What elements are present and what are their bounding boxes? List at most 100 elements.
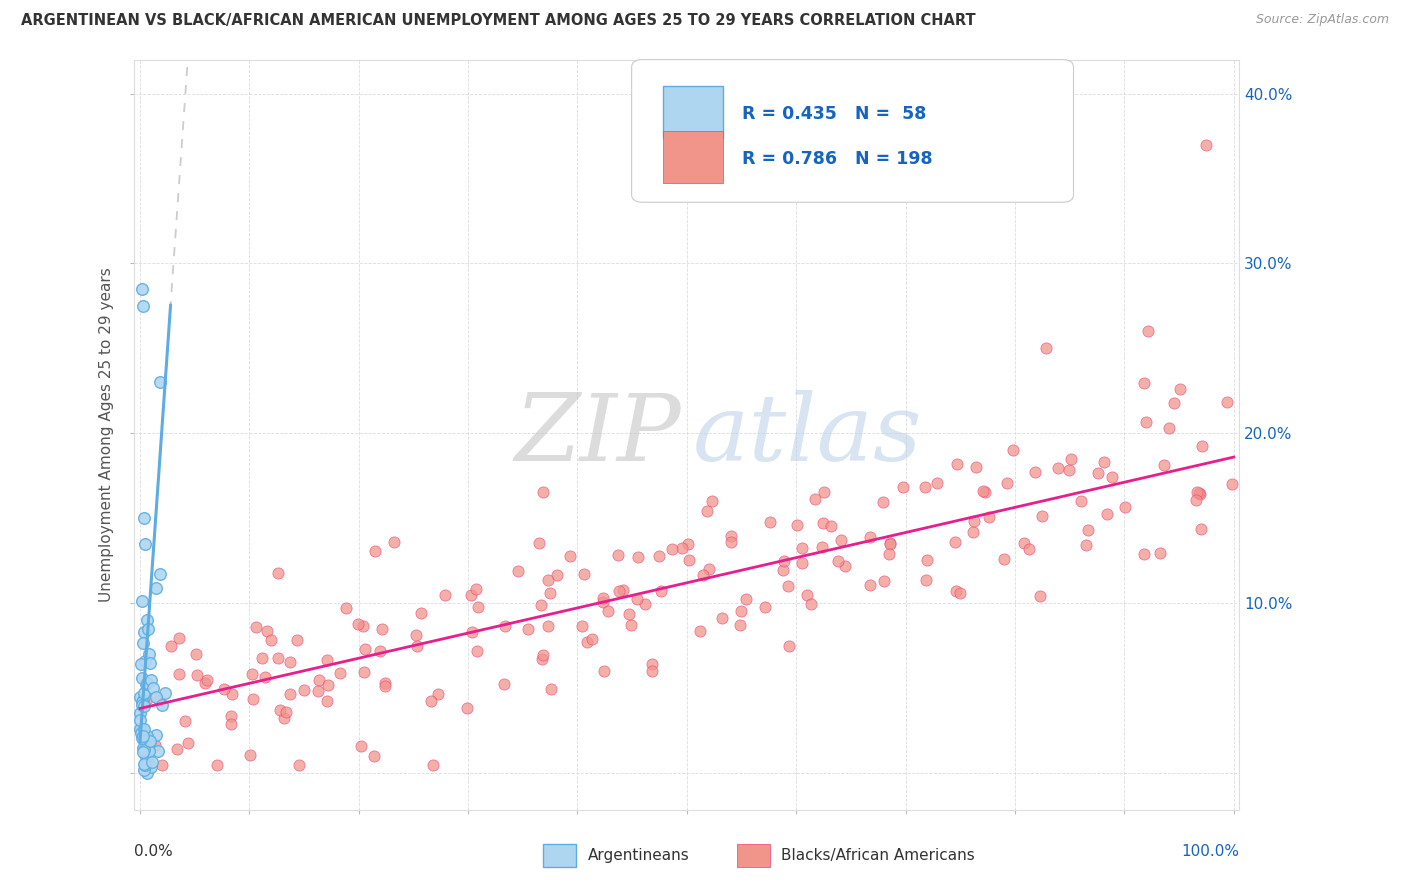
Point xyxy=(406,639,429,653)
Point xyxy=(1029,589,1052,603)
Point xyxy=(1185,493,1208,508)
Point xyxy=(574,567,596,582)
Point xyxy=(353,641,375,656)
Point xyxy=(813,516,835,531)
Point xyxy=(1133,547,1156,561)
Point xyxy=(160,639,183,653)
Point xyxy=(136,729,159,743)
Point xyxy=(813,484,835,499)
Point xyxy=(132,745,155,759)
Bar xyxy=(662,131,723,184)
Point xyxy=(1195,137,1218,152)
Point xyxy=(374,676,396,690)
Point xyxy=(620,618,643,632)
Point xyxy=(145,581,167,595)
Point xyxy=(456,701,478,715)
Point xyxy=(134,537,156,551)
Point xyxy=(136,622,159,636)
Point xyxy=(353,665,375,680)
Point xyxy=(139,760,162,774)
Point xyxy=(132,625,155,640)
Point xyxy=(422,757,444,772)
Point xyxy=(786,517,808,532)
Point xyxy=(700,493,723,508)
Point xyxy=(363,749,385,764)
Point xyxy=(945,457,967,471)
Point xyxy=(1220,476,1243,491)
Point xyxy=(1095,507,1118,521)
Point xyxy=(132,729,155,743)
Point xyxy=(508,564,530,578)
Point xyxy=(316,678,339,692)
Point xyxy=(285,632,308,647)
Point xyxy=(145,728,167,742)
Point xyxy=(1159,421,1181,435)
Point xyxy=(617,607,640,621)
Point xyxy=(891,479,914,493)
Point xyxy=(1101,469,1123,483)
Point xyxy=(827,554,849,568)
Point xyxy=(571,619,593,633)
Point xyxy=(494,677,516,691)
Point xyxy=(221,688,243,702)
Point xyxy=(963,514,986,528)
Point xyxy=(136,676,159,690)
Point xyxy=(278,687,301,701)
Point xyxy=(873,574,896,589)
Point xyxy=(136,766,159,780)
Point xyxy=(153,686,176,700)
Point xyxy=(242,692,264,706)
Point xyxy=(1059,451,1081,466)
Point xyxy=(661,542,683,557)
Point xyxy=(186,647,208,661)
Point xyxy=(711,611,734,625)
Point xyxy=(131,695,153,709)
Point xyxy=(132,685,155,699)
Point xyxy=(537,573,560,587)
Point xyxy=(1163,396,1185,410)
Point xyxy=(186,668,208,682)
Point xyxy=(531,485,554,500)
Point xyxy=(146,744,169,758)
Point xyxy=(245,620,267,634)
Text: 0.0%: 0.0% xyxy=(135,844,173,859)
Point xyxy=(149,566,172,581)
Point xyxy=(173,714,195,728)
Point xyxy=(1216,394,1239,409)
Point xyxy=(131,726,153,740)
Point xyxy=(363,544,385,558)
Point xyxy=(648,549,671,564)
Point xyxy=(316,653,339,667)
Point xyxy=(129,690,152,705)
Point xyxy=(1074,538,1097,552)
Bar xyxy=(737,844,769,867)
Point xyxy=(1035,342,1057,356)
Point xyxy=(527,536,550,550)
Point xyxy=(820,518,842,533)
Point xyxy=(538,586,561,600)
Text: atlas: atlas xyxy=(692,390,922,480)
Point xyxy=(129,657,152,671)
Point xyxy=(419,694,441,708)
Point xyxy=(598,604,620,618)
Point xyxy=(792,541,814,555)
Point xyxy=(696,504,718,518)
Point xyxy=(914,480,936,494)
Point xyxy=(720,535,742,549)
Point xyxy=(131,672,153,686)
Point xyxy=(949,585,972,599)
Point xyxy=(592,664,614,678)
Point xyxy=(273,711,295,725)
Point xyxy=(606,548,628,562)
Point xyxy=(141,756,163,770)
Point xyxy=(177,736,200,750)
Point xyxy=(927,476,949,491)
Point xyxy=(804,492,827,507)
Point xyxy=(537,619,560,633)
Point xyxy=(131,731,153,745)
Point xyxy=(434,588,457,602)
Point xyxy=(134,511,156,525)
Point xyxy=(530,652,553,666)
Point xyxy=(796,589,818,603)
Point xyxy=(368,644,391,658)
